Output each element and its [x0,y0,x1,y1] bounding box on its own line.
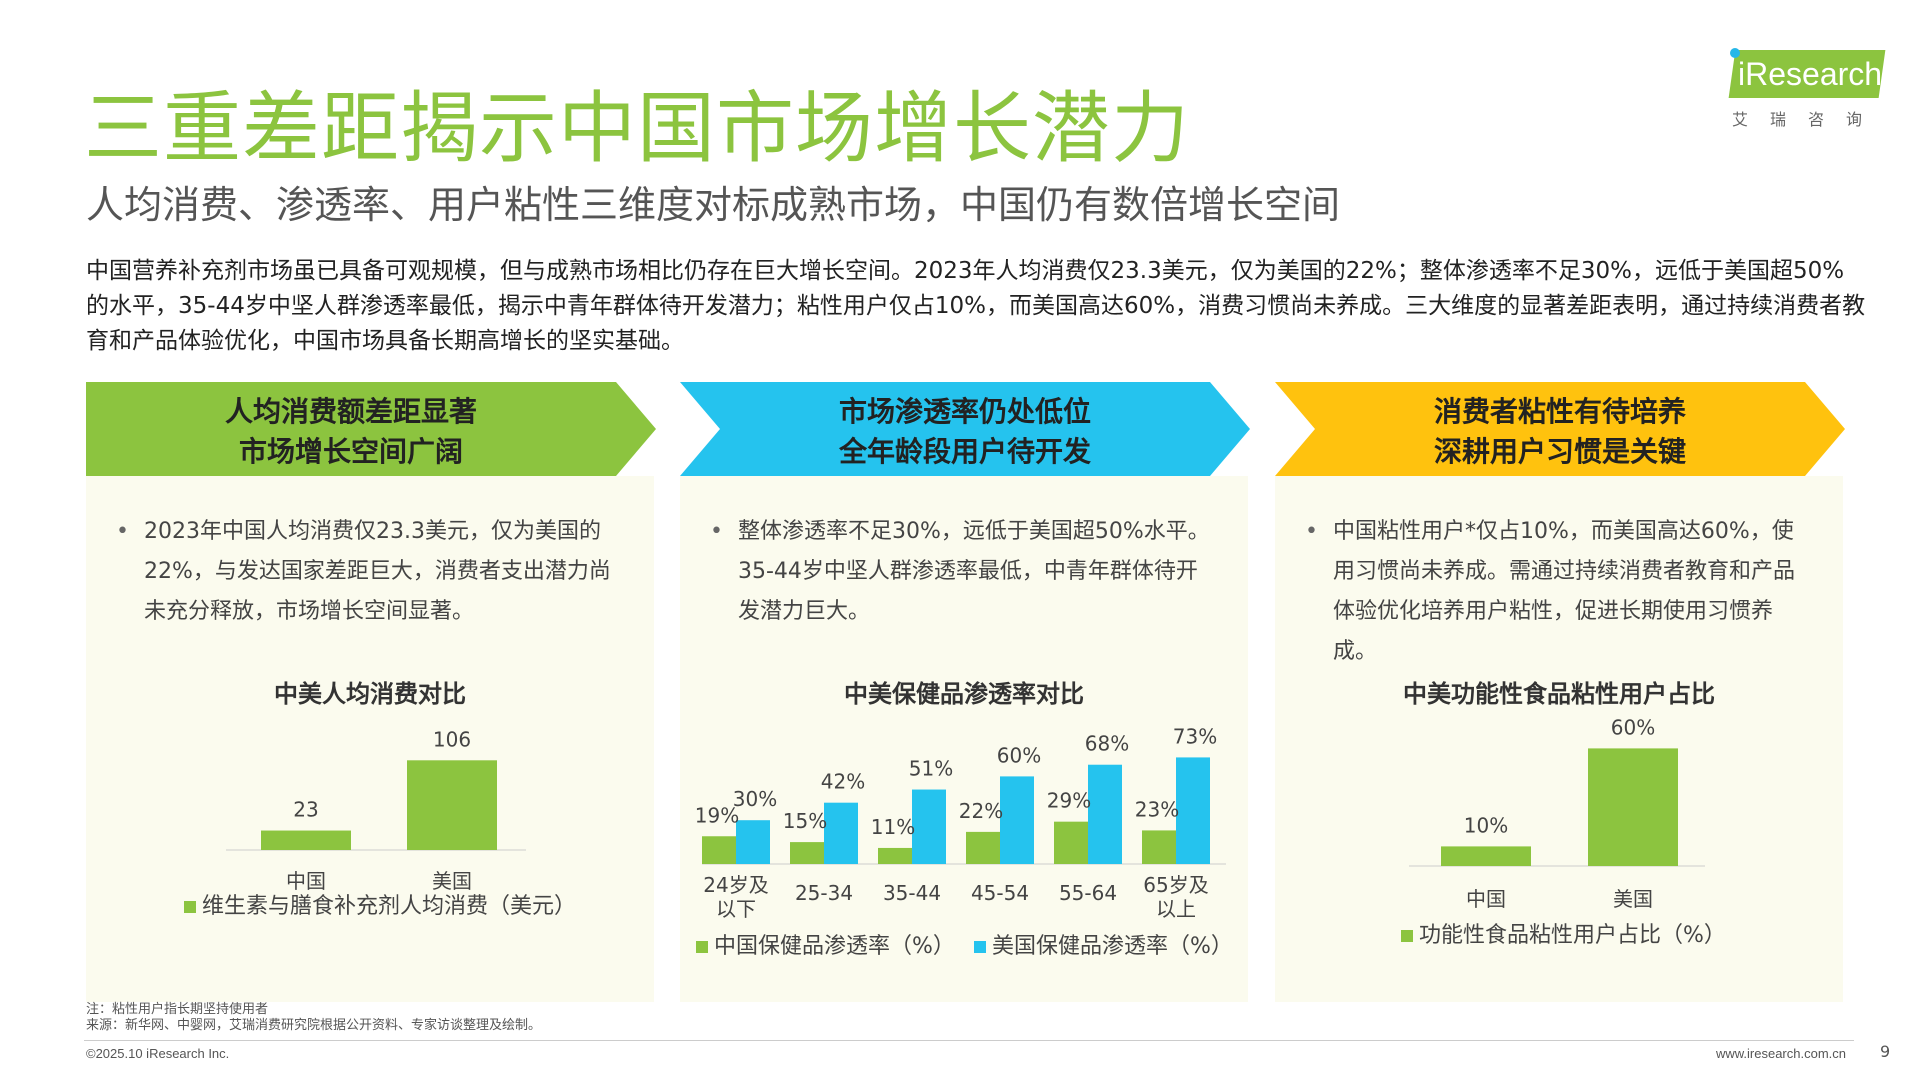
bar [878,847,912,864]
copyright: ©2025.10 iResearch Inc. [86,1046,230,1061]
legend-label: 维生素与膳食补充剂人均消费（美元） [202,894,576,919]
banner-line-2: 市场增长空间广阔 [238,435,463,468]
bar [407,760,497,850]
x-tick-label: 中国 [286,869,326,893]
bar [790,842,824,864]
bar [1054,821,1088,864]
bar [824,802,858,864]
chart-title: 中美功能性食品粘性用户占比 [1403,680,1715,708]
column-body: 中国粘性用户*仅占10%，而美国高达60%，使用习惯尚未养成。需通过持续消费者教… [1275,476,1843,1002]
logo-cn-text: 艾瑞咨询 [1732,110,1885,129]
logo-text: iResearch [1738,56,1883,92]
banner-text: 人均消费额差距显著 市场增长空间广阔 [86,392,616,472]
data-label: 23% [1135,797,1179,821]
banner-line-2: 全年龄段用户待开发 [838,435,1091,468]
data-label: 23 [293,798,318,822]
footnote: 注：粘性用户指长期坚持使用者 来源：新华网、中婴网，艾瑞消费研究院根据公开资料、… [86,1002,541,1034]
logo-dot-icon [1730,48,1740,58]
x-tick-label: 25-34 [795,881,853,905]
footer-divider [84,1040,1854,1041]
iresearch-logo: iResearch 艾瑞咨询 [1718,48,1888,129]
x-tick-label: 35-44 [883,881,941,905]
data-label: 60% [997,743,1041,767]
data-label: 68% [1085,732,1129,756]
banner-line-1: 消费者粘性有待培养 [1433,395,1686,428]
legend-swatch [184,901,196,913]
data-label: 22% [959,799,1003,823]
banner-arrow [1275,382,1845,476]
column-body: 2023年中国人均消费仅23.3美元，仅为美国的22%，与发达国家差距巨大，消费… [86,476,654,1002]
bar [966,831,1000,864]
x-tick-label: 45-54 [971,881,1029,905]
intro-paragraph: 中国营养补充剂市场虽已具备可观规模，但与成熟市场相比仍存在巨大增长空间。2023… [86,258,1866,354]
x-tick-label: 美国 [432,869,472,893]
x-tick-label: 以上 [1156,897,1196,921]
legend-label: 美国保健品渗透率（%） [992,934,1233,959]
page-number: 9 [1880,1042,1891,1061]
data-label: 15% [783,809,827,833]
banner-text: 消费者粘性有待培养 深耕用户习惯是关键 [1295,392,1825,472]
bar [1142,830,1176,864]
data-label: 29% [1047,789,1091,813]
x-tick-label: 美国 [1613,887,1653,911]
bar [1176,757,1210,864]
bar [1588,748,1678,866]
banner-line-1: 市场渗透率仍处低位 [838,395,1091,428]
legend-swatch [696,941,708,953]
banner-line-2: 深耕用户习惯是关键 [1433,435,1686,468]
bullet-text: 整体渗透率不足30%，远低于美国超50%水平。35-44岁中坚人群渗透率最低，中… [710,512,1210,632]
data-label: 10% [1464,813,1508,837]
x-tick-label: 以下 [716,897,756,921]
data-label: 51% [909,757,953,781]
bar [736,820,770,864]
note-text: 注：粘性用户指长期坚持使用者 [86,1002,269,1017]
x-tick-label: 65岁及 [1143,873,1208,897]
column-body: 整体渗透率不足30%，远低于美国超50%水平。35-44岁中坚人群渗透率最低，中… [680,476,1248,1002]
page-title: 三重差距揭示中国市场增长潜力 [84,84,1191,174]
bar [1088,764,1122,864]
bar [1000,776,1034,864]
x-tick-label: 24岁及 [703,873,768,897]
x-tick-label: 中国 [1466,887,1506,911]
bar [912,789,946,864]
bullet-text: 中国粘性用户*仅占10%，而美国高达60%，使用习惯尚未养成。需通过持续消费者教… [1305,512,1805,672]
data-label: 19% [695,803,739,827]
bar [702,836,736,864]
banner-text: 市场渗透率仍处低位 全年龄段用户待开发 [700,392,1230,472]
legend-label: 中国保健品渗透率（%） [714,934,955,959]
page-subtitle: 人均消费、渗透率、用户粘性三维度对标成熟市场，中国仍有数倍增长空间 [86,183,1341,227]
bar [261,830,351,850]
x-tick-label: 55-64 [1059,881,1117,905]
bar [1441,846,1531,866]
data-label: 106 [433,727,471,751]
banner-arrow [86,382,656,476]
chart-title: 中美保健品渗透率对比 [844,680,1084,708]
data-label: 73% [1173,724,1217,748]
data-label: 42% [821,770,865,794]
legend-label: 功能性食品粘性用户占比（%） [1419,923,1726,948]
banner-arrow [680,382,1250,476]
legend-swatch [1401,930,1413,942]
data-label: 60% [1611,716,1655,739]
legend-swatch [974,941,986,953]
data-label: 30% [733,787,777,811]
website-link[interactable]: www.iresearch.com.cn [1715,1046,1846,1061]
chart-title: 中美人均消费对比 [274,680,466,708]
bullet-text: 2023年中国人均消费仅23.3美元，仅为美国的22%，与发达国家差距巨大，消费… [116,512,616,632]
source-text: 来源：新华网、中婴网，艾瑞消费研究院根据公开资料、专家访谈整理及绘制。 [86,1018,542,1033]
data-label: 11% [871,815,915,839]
banner-line-1: 人均消费额差距显著 [224,395,477,428]
